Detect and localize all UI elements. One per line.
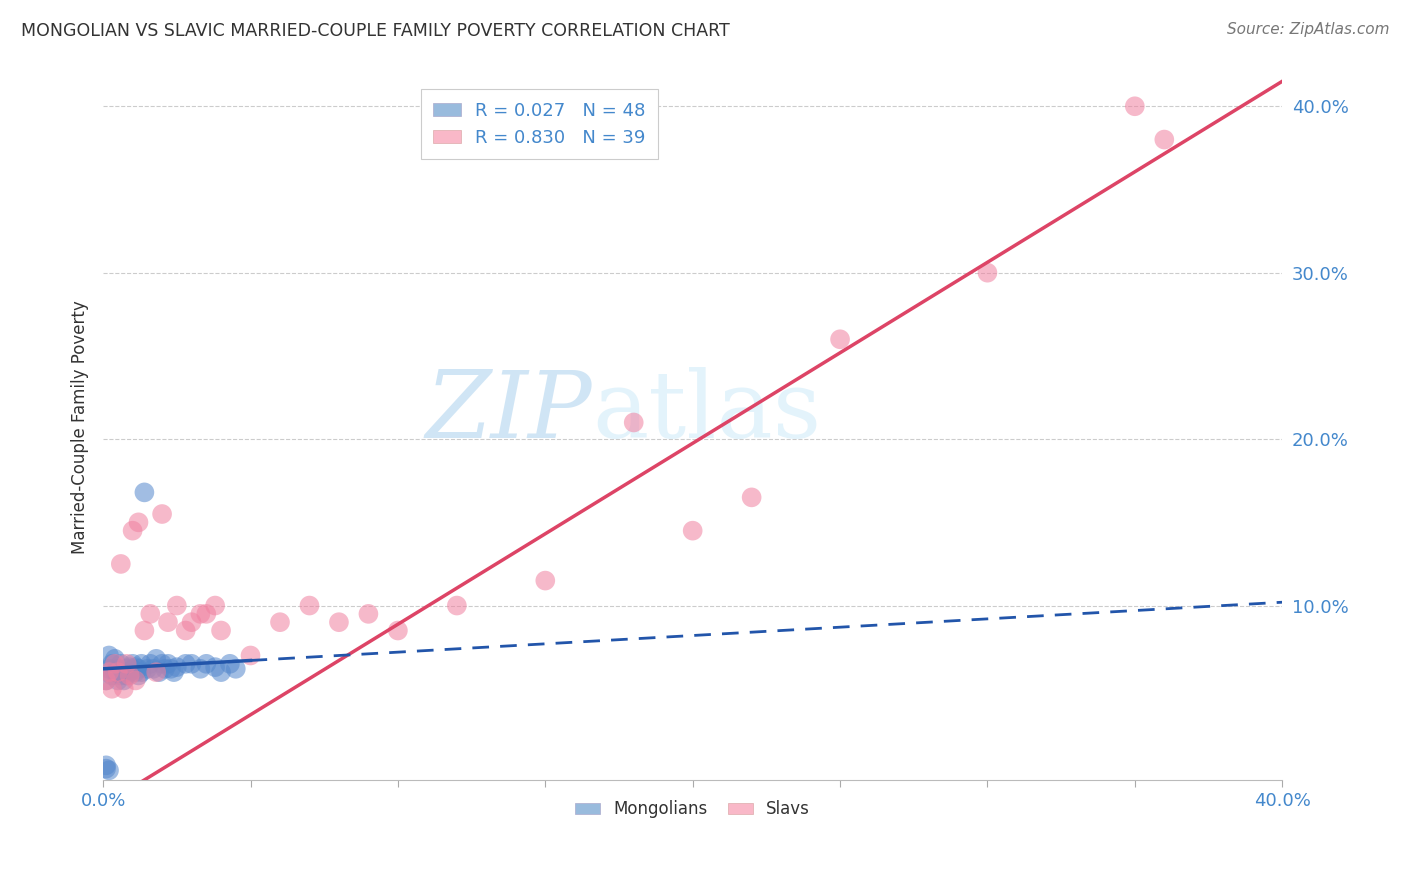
Point [142, 662, 165, 676]
Point [174, 624, 197, 638]
Point [156, 615, 179, 630]
Point [107, 673, 129, 688]
Point [239, 648, 262, 663]
Point [112, 665, 135, 679]
Point [115, 657, 138, 671]
Point [682, 524, 704, 538]
Point [160, 662, 183, 676]
Point [98, 764, 121, 778]
Point [124, 660, 146, 674]
Point [209, 624, 232, 638]
Point [180, 657, 202, 671]
Point [145, 665, 167, 679]
Point [112, 673, 135, 688]
Point [98, 665, 121, 679]
Point [115, 662, 138, 676]
Point [101, 681, 124, 696]
Point [328, 615, 350, 630]
Point [118, 665, 141, 679]
Point [166, 660, 188, 674]
Point [101, 657, 124, 671]
Point [115, 668, 138, 682]
Point [1153, 132, 1175, 146]
Point [139, 607, 162, 621]
Point [195, 607, 218, 621]
Point [104, 652, 127, 666]
Point [131, 665, 153, 679]
Point [190, 662, 212, 676]
Point [298, 599, 321, 613]
Point [128, 662, 150, 676]
Point [107, 662, 129, 676]
Point [118, 660, 141, 674]
Point [166, 599, 188, 613]
Point [269, 615, 291, 630]
Point [387, 624, 409, 638]
Point [94, 673, 117, 688]
Text: Source: ZipAtlas.com: Source: ZipAtlas.com [1226, 22, 1389, 37]
Point [623, 416, 645, 430]
Point [121, 524, 143, 538]
Point [94, 762, 117, 776]
Point [101, 668, 124, 682]
Point [124, 665, 146, 679]
Point [139, 657, 162, 671]
Point [148, 665, 170, 679]
Point [150, 657, 173, 671]
Point [124, 673, 146, 688]
Point [180, 615, 202, 630]
Point [110, 668, 132, 682]
Point [1123, 99, 1146, 113]
Point [976, 266, 998, 280]
Point [94, 673, 117, 688]
Text: atlas: atlas [592, 368, 821, 458]
Point [446, 599, 468, 613]
Point [145, 652, 167, 666]
Point [156, 657, 179, 671]
Point [163, 665, 186, 679]
Point [94, 758, 117, 772]
Point [104, 665, 127, 679]
Point [134, 624, 156, 638]
Point [209, 665, 232, 679]
Point [131, 657, 153, 671]
Point [134, 485, 156, 500]
Point [121, 662, 143, 676]
Point [534, 574, 557, 588]
Point [741, 491, 763, 505]
Point [174, 657, 197, 671]
Point [128, 516, 150, 530]
Text: ZIP: ZIP [426, 368, 592, 458]
Point [110, 557, 132, 571]
Point [121, 657, 143, 671]
Point [128, 668, 150, 682]
Point [153, 662, 176, 676]
Point [104, 657, 127, 671]
Y-axis label: Married-Couple Family Poverty: Married-Couple Family Poverty [72, 300, 89, 554]
Point [828, 332, 851, 346]
Point [219, 657, 242, 671]
Point [195, 657, 218, 671]
Text: MONGOLIAN VS SLAVIC MARRIED-COUPLE FAMILY POVERTY CORRELATION CHART: MONGOLIAN VS SLAVIC MARRIED-COUPLE FAMIL… [21, 22, 730, 40]
Point [118, 668, 141, 682]
Point [204, 660, 226, 674]
Point [110, 657, 132, 671]
Point [357, 607, 380, 621]
Point [190, 607, 212, 621]
Point [112, 681, 135, 696]
Point [98, 648, 121, 663]
Point [204, 599, 226, 613]
Point [107, 665, 129, 679]
Legend: Mongolians, Slavs: Mongolians, Slavs [568, 794, 817, 825]
Point [150, 507, 173, 521]
Point [225, 662, 247, 676]
Point [136, 662, 159, 676]
Point [98, 662, 121, 676]
